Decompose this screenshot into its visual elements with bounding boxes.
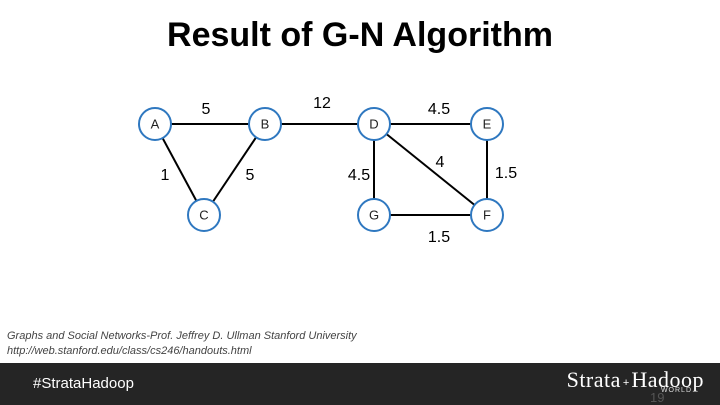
brand-name-strata: Strata bbox=[566, 367, 621, 392]
slide-title: Result of G-N Algorithm bbox=[167, 16, 553, 54]
node-b: B bbox=[248, 107, 282, 141]
node-circle-f bbox=[470, 198, 504, 232]
edge-d-f bbox=[373, 123, 488, 216]
edge-b-c bbox=[203, 123, 266, 216]
brand-logo: Strata +Hadoop bbox=[567, 367, 704, 393]
footer-bar: #StrataHadoop Strata +Hadoop WORLD bbox=[0, 363, 720, 405]
weights-layer: 5 1 5 12 4.5 4.5 4 1.5 1.5 bbox=[161, 95, 518, 246]
node-c: C bbox=[187, 198, 221, 232]
node-label-a: A bbox=[151, 116, 160, 131]
nodes-layer: A B C D E F G bbox=[138, 107, 504, 232]
graph-diagram: 5 1 5 12 4.5 4.5 4 1.5 1.5 A B C D E F G bbox=[138, 95, 518, 246]
node-circle-c bbox=[187, 198, 221, 232]
edge-weight-a-b: 5 bbox=[202, 101, 211, 118]
node-g: G bbox=[357, 198, 391, 232]
brand-separator: + bbox=[622, 376, 630, 389]
node-circle-e bbox=[470, 107, 504, 141]
citation-line-2: http://web.stanford.edu/class/cs246/hand… bbox=[7, 345, 252, 357]
node-d: D bbox=[357, 107, 391, 141]
brand-subtitle: WORLD bbox=[660, 387, 692, 394]
edge-a-c bbox=[154, 123, 205, 216]
edge-weight-a-c: 1 bbox=[161, 167, 170, 184]
edge-weight-d-g: 4.5 bbox=[348, 167, 370, 184]
node-label-f: F bbox=[483, 207, 491, 222]
node-f: F bbox=[470, 198, 504, 232]
node-label-b: B bbox=[261, 116, 270, 131]
node-label-c: C bbox=[199, 207, 208, 222]
edge-weight-g-f: 1.5 bbox=[428, 229, 450, 246]
brand-name-hadoop: Hadoop bbox=[631, 367, 704, 392]
edge-weight-b-c: 5 bbox=[246, 167, 255, 184]
node-circle-b bbox=[248, 107, 282, 141]
node-a: A bbox=[138, 107, 172, 141]
node-circle-g bbox=[357, 198, 391, 232]
edge-weight-d-f: 4 bbox=[436, 154, 445, 171]
node-circle-a bbox=[138, 107, 172, 141]
edge-weight-d-e: 4.5 bbox=[428, 101, 450, 118]
node-label-g: G bbox=[369, 207, 379, 222]
footer-hashtag: #StrataHadoop bbox=[33, 375, 134, 392]
node-e: E bbox=[470, 107, 504, 141]
page-number: 19 bbox=[650, 390, 665, 405]
node-label-d: D bbox=[369, 116, 378, 131]
edge-weight-b-d: 12 bbox=[313, 95, 331, 112]
citation-line-1: Graphs and Social Networks-Prof. Jeffrey… bbox=[7, 330, 357, 342]
node-circle-d bbox=[357, 107, 391, 141]
node-label-e: E bbox=[483, 116, 492, 131]
edge-weight-e-f: 1.5 bbox=[495, 165, 517, 182]
citation: Graphs and Social Networks-Prof. Jeffrey… bbox=[7, 329, 357, 359]
